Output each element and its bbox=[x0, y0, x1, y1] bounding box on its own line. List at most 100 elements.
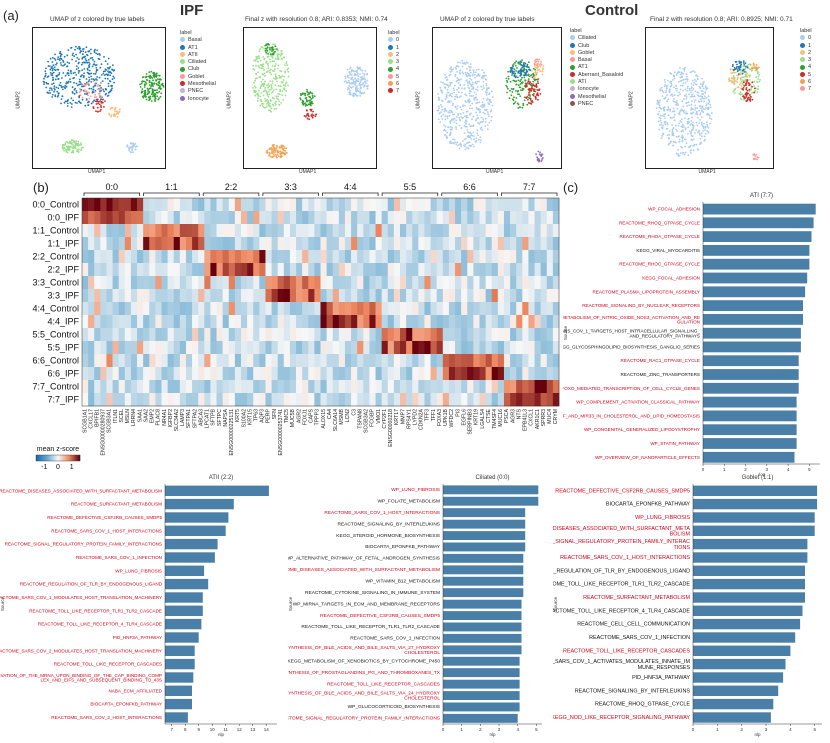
umap-point bbox=[742, 87, 745, 89]
umap-point bbox=[708, 101, 711, 103]
umap-point bbox=[507, 70, 509, 73]
heatmap-cell bbox=[155, 367, 162, 381]
umap-point bbox=[257, 57, 259, 59]
pathway-label: REACTOME_RHOA_GTPASE_CYCLE bbox=[620, 234, 701, 239]
umap-point bbox=[258, 89, 260, 92]
heatmap-cell bbox=[510, 289, 517, 303]
umap-point bbox=[531, 85, 534, 87]
umap-point bbox=[349, 89, 351, 92]
legend-label: 1 bbox=[396, 44, 400, 51]
umap-point bbox=[533, 78, 535, 81]
umap-point bbox=[699, 119, 701, 121]
heatmap-cell bbox=[344, 237, 352, 251]
pathway-label: REACTOME_CELL_CELL_COMMUNICATION bbox=[577, 622, 690, 628]
umap-point bbox=[45, 81, 48, 84]
heatmap-cell bbox=[503, 250, 511, 264]
colorbar-swatch bbox=[74, 455, 76, 461]
heatmap-cell bbox=[88, 341, 95, 355]
heatmap-cell bbox=[344, 328, 352, 342]
heatmap-cell bbox=[314, 341, 321, 355]
umap-plot-2 bbox=[432, 27, 562, 169]
heatmap-cell bbox=[283, 367, 291, 381]
heatmap-cell bbox=[94, 367, 101, 381]
heatmap-cell bbox=[100, 328, 107, 342]
panel-label-c: (c) bbox=[563, 180, 579, 195]
heatmap-cell bbox=[510, 250, 517, 264]
umap-point bbox=[666, 100, 668, 103]
umap-point bbox=[160, 87, 162, 90]
heatmap-cell bbox=[130, 302, 138, 316]
umap-point bbox=[63, 144, 65, 147]
umap-point bbox=[706, 113, 709, 116]
umap-point bbox=[511, 91, 514, 93]
heatmap-cell bbox=[283, 237, 291, 251]
heatmap-cell bbox=[387, 250, 395, 264]
umap-point bbox=[111, 78, 114, 81]
heatmap-gene-label: MUC5B bbox=[290, 408, 296, 427]
heatmap-cell bbox=[369, 367, 376, 381]
umap-point bbox=[663, 121, 666, 124]
umap-point bbox=[534, 76, 536, 79]
umap-point bbox=[750, 95, 752, 98]
umap-point bbox=[76, 84, 79, 87]
umap-point bbox=[473, 98, 476, 100]
heatmap-cell bbox=[149, 224, 156, 238]
umap-point bbox=[456, 108, 458, 110]
heatmap-cell bbox=[253, 198, 260, 212]
heatmap-cell bbox=[455, 224, 462, 238]
heatmap-cell bbox=[106, 276, 113, 290]
umap-point bbox=[659, 124, 661, 126]
legend-item: Ionocyte bbox=[570, 86, 623, 93]
umap-point bbox=[78, 83, 80, 86]
heatmap-gene-label: AQP3 bbox=[260, 409, 266, 423]
umap-point bbox=[471, 143, 474, 146]
heatmap-cell bbox=[552, 224, 560, 238]
umap-point bbox=[670, 94, 672, 97]
umap-point bbox=[58, 73, 61, 76]
heatmap-cell bbox=[546, 224, 554, 238]
heatmap-cell bbox=[216, 276, 223, 290]
umap-point bbox=[92, 86, 95, 88]
umap-point bbox=[672, 74, 675, 77]
umap-point bbox=[684, 66, 686, 69]
heatmap-cell bbox=[161, 198, 168, 212]
umap-point bbox=[253, 81, 255, 84]
umap-point bbox=[158, 86, 161, 88]
umap-point bbox=[274, 57, 277, 60]
pathway-label: KEGG_METABOLISM_OF_XENOBIOTICS_BY_CYTOCH… bbox=[288, 659, 440, 665]
umap-point bbox=[745, 75, 748, 78]
pathway-ylabel: Source bbox=[553, 596, 558, 611]
heatmap-cell bbox=[528, 367, 535, 381]
umap-point bbox=[668, 137, 670, 140]
umap-point bbox=[472, 95, 475, 97]
heatmap-cell bbox=[497, 328, 505, 342]
heatmap-cell bbox=[88, 289, 95, 303]
umap-point bbox=[694, 104, 697, 107]
pathway-label: REACTOME_SARS_COV_1_MODULATES_HOST_TRANS… bbox=[0, 595, 162, 600]
umap-point bbox=[438, 99, 440, 101]
umap-point bbox=[313, 95, 316, 97]
umap-point bbox=[262, 78, 264, 81]
umap-point bbox=[445, 93, 448, 96]
heatmap-cell bbox=[296, 341, 303, 355]
heatmap-cell bbox=[241, 341, 248, 355]
heatmap-gene-label: EPB41L3 bbox=[523, 409, 529, 431]
heatmap-cell bbox=[479, 289, 486, 303]
heatmap-cell bbox=[522, 302, 529, 316]
umap-point bbox=[88, 91, 91, 94]
umap-point bbox=[80, 143, 83, 146]
heatmap-cell bbox=[497, 263, 505, 277]
heatmap-cell bbox=[277, 276, 285, 290]
umap-point bbox=[458, 96, 461, 98]
umap-point bbox=[90, 52, 92, 55]
heatmap-cell bbox=[216, 328, 223, 342]
umap-point bbox=[753, 91, 756, 94]
heatmap-cell bbox=[124, 302, 132, 316]
colorbar-swatch bbox=[71, 455, 73, 461]
heatmap-cell bbox=[302, 263, 309, 277]
heatmap-row-label: 0:0_IPF bbox=[47, 212, 79, 222]
pathway-tick: 8 bbox=[184, 727, 187, 732]
legend-label: 4 bbox=[808, 64, 812, 71]
heatmap-cell bbox=[289, 302, 297, 316]
umap-point bbox=[537, 150, 540, 153]
